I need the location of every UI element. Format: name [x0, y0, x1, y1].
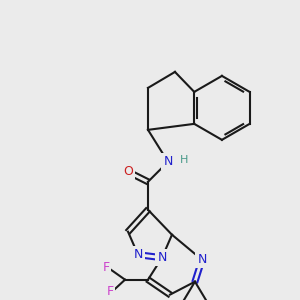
Text: N: N [163, 155, 173, 168]
Text: F: F [106, 285, 114, 298]
Text: N: N [157, 251, 167, 264]
Text: N: N [197, 253, 207, 266]
Text: O: O [123, 165, 133, 178]
Text: N: N [133, 248, 143, 261]
Text: F: F [103, 261, 110, 274]
Text: H: H [180, 155, 188, 165]
